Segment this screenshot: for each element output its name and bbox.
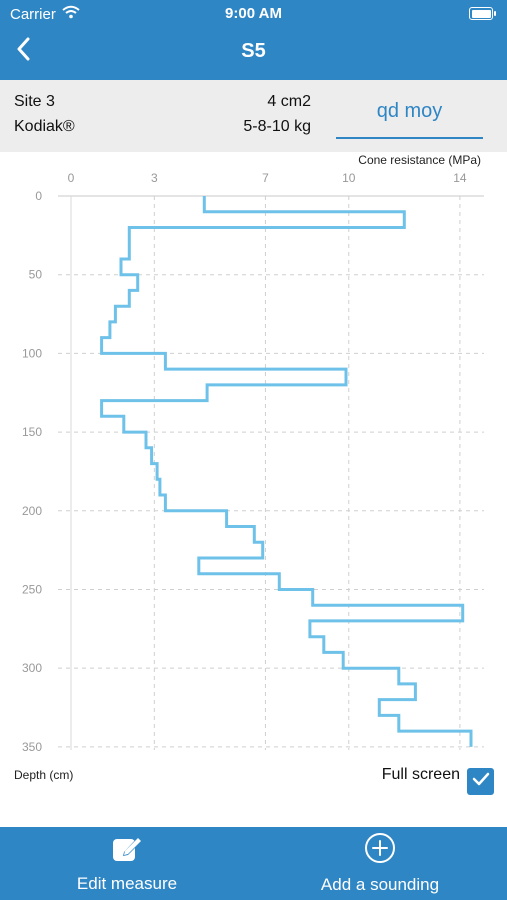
- x-tick-label: 7: [262, 171, 269, 185]
- y-axis-title: Depth (cm): [14, 768, 73, 782]
- bottom-toolbar: Edit measure Add a sounding: [0, 827, 507, 900]
- wifi-icon: [62, 5, 80, 23]
- x-tick-label: 14: [453, 171, 467, 185]
- y-tick-label: 200: [22, 504, 42, 518]
- y-tick-label: 300: [22, 661, 42, 675]
- add-circle-icon: [364, 832, 396, 869]
- device-label: Kodiak®: [14, 118, 75, 135]
- full-screen-label: Full screen: [381, 766, 460, 783]
- top-bar: Carrier 9:00 AM S5: [0, 0, 507, 80]
- carrier-label: Carrier: [10, 5, 56, 23]
- checkmark-icon: [472, 772, 490, 791]
- site-label: Site 3: [14, 93, 55, 110]
- sounding-info-panel: Site 3 Kodiak® 4 cm2 5-8-10 kg: [0, 80, 507, 152]
- tab-underline: [336, 137, 483, 139]
- y-tick-label: 350: [22, 740, 42, 754]
- page-title: S5: [241, 40, 266, 62]
- status-bar: Carrier 9:00 AM: [0, 0, 507, 28]
- full-screen-checkbox[interactable]: [467, 768, 494, 795]
- add-sounding-label: Add a sounding: [320, 875, 440, 894]
- cone-area-label: 4 cm2: [267, 93, 311, 110]
- y-tick-label: 150: [22, 425, 42, 439]
- y-tick-label: 50: [29, 268, 43, 282]
- carrier-group: Carrier: [10, 5, 80, 23]
- edit-measure-label: Edit measure: [76, 874, 178, 893]
- chevron-left-icon: [16, 37, 30, 66]
- edit-measure-button[interactable]: Edit measure: [68, 827, 186, 900]
- cone-resistance-chart: Cone resistance (MPa) 0 3 7 10 14 0 50 100 150 200…: [0, 152, 507, 792]
- y-tick-label: 0: [35, 189, 42, 203]
- status-time: 9:00 AM: [225, 5, 282, 22]
- x-tick-label: 10: [342, 171, 356, 185]
- tab-qd-moy[interactable]: qd moy: [376, 100, 443, 122]
- back-button[interactable]: [8, 34, 38, 68]
- add-sounding-button[interactable]: Add a sounding: [310, 827, 450, 900]
- x-axis-title: Cone resistance (MPa): [358, 153, 481, 167]
- y-tick-label: 100: [22, 346, 42, 360]
- resistance-profile-line: [100, 196, 473, 747]
- x-tick-label: 0: [68, 171, 75, 185]
- edit-icon: [111, 833, 143, 868]
- x-tick-label: 3: [151, 171, 158, 185]
- y-tick-label: 250: [22, 582, 42, 596]
- battery-icon: [469, 7, 496, 20]
- weights-label: 5-8-10 kg: [243, 118, 311, 135]
